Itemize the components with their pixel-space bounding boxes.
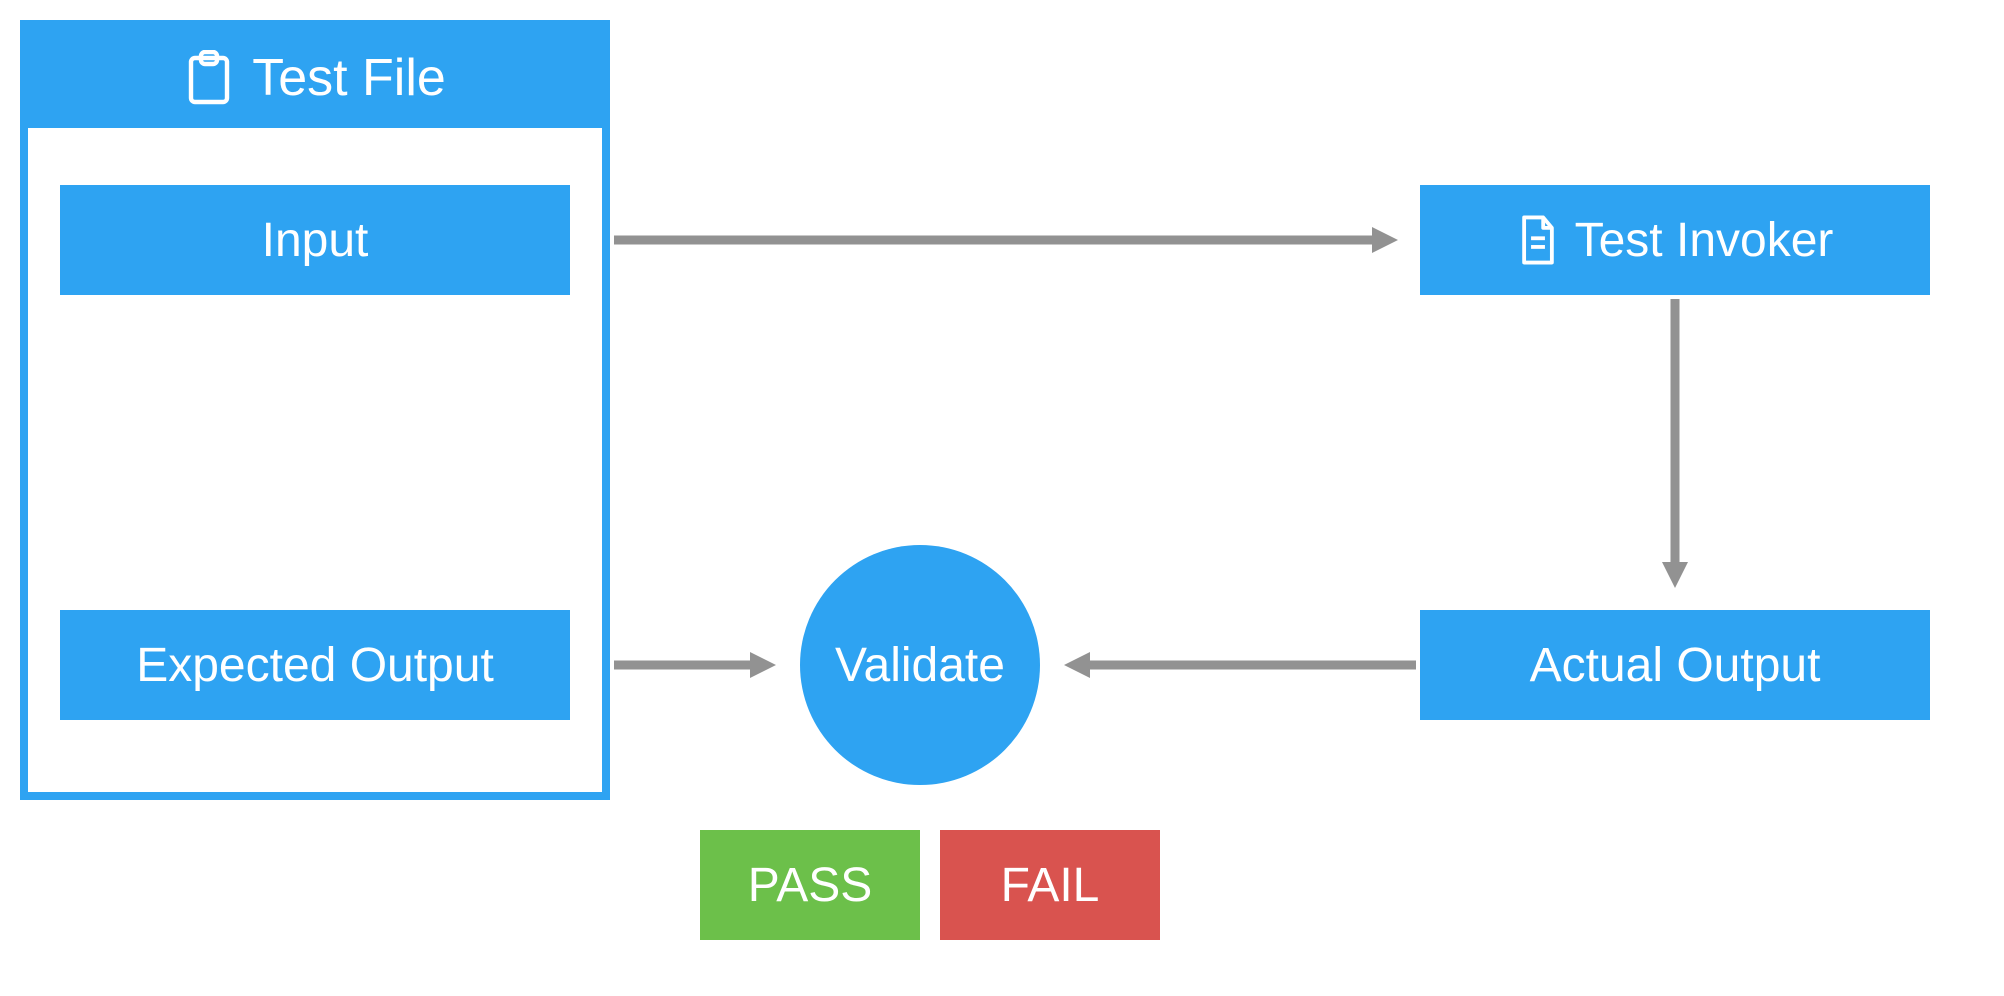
pass-label: PASS — [748, 858, 873, 913]
clipboard-icon — [184, 50, 234, 106]
pass-node: PASS — [700, 830, 920, 940]
fail-node: FAIL — [940, 830, 1160, 940]
expected-output-node: Expected Output — [60, 610, 570, 720]
actual-output-label: Actual Output — [1530, 638, 1821, 693]
validate-node: Validate — [800, 545, 1040, 785]
test-invoker-node: Test Invoker — [1420, 185, 1930, 295]
file-icon — [1517, 214, 1559, 266]
fail-label: FAIL — [1001, 858, 1100, 913]
expected-output-label: Expected Output — [136, 638, 494, 693]
validate-label: Validate — [835, 638, 1005, 693]
actual-output-node: Actual Output — [1420, 610, 1930, 720]
input-node: Input — [60, 185, 570, 295]
test-invoker-label: Test Invoker — [1575, 213, 1834, 268]
diagram-canvas: Test File Input Expected Output Test Inv… — [0, 0, 2004, 996]
test-file-label: Test File — [252, 48, 446, 108]
test-file-header: Test File — [28, 28, 602, 128]
input-label: Input — [262, 213, 369, 268]
